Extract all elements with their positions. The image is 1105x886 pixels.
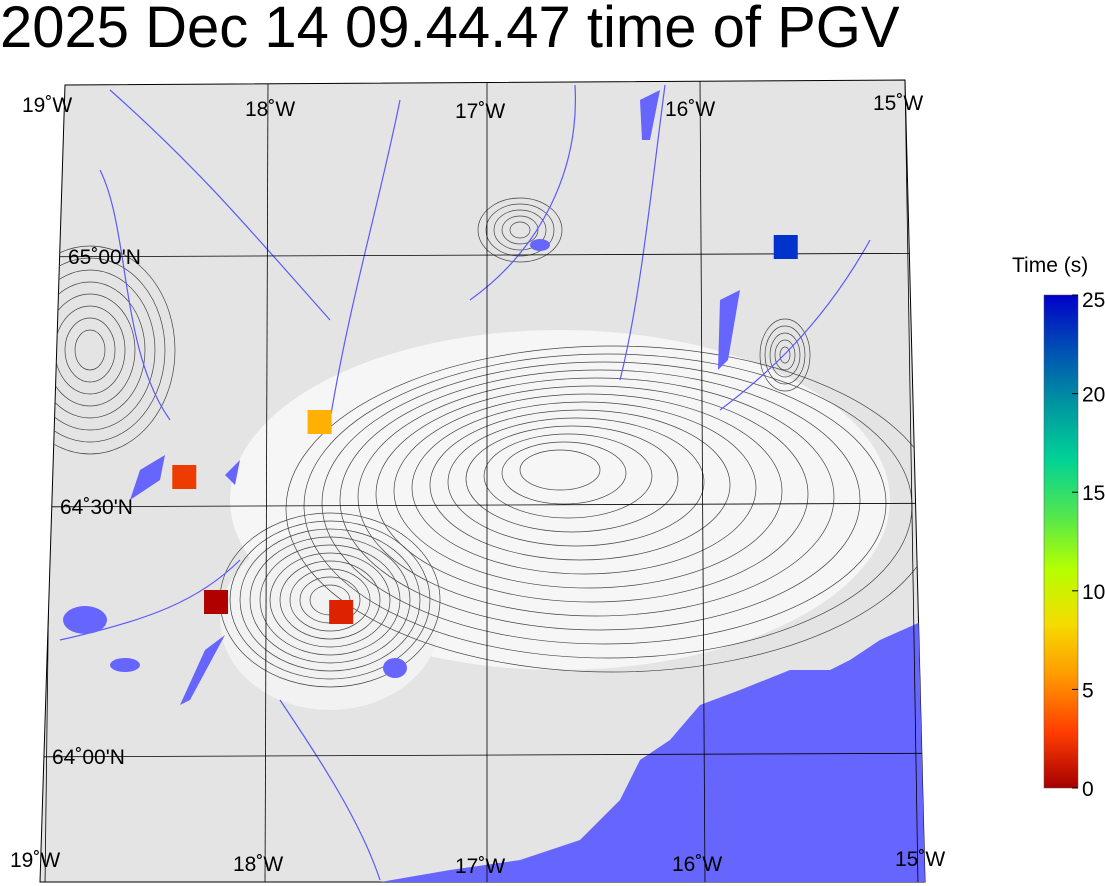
colorbar-tick-label: 5: [1082, 679, 1094, 702]
colorbar-tick-label: 25: [1082, 289, 1105, 312]
contour: [249, 536, 411, 664]
map-area[interactable]: [0, 79, 1000, 886]
contour: [774, 339, 796, 371]
contour: [40, 245, 176, 455]
contour: [764, 325, 806, 385]
rivers: [59, 84, 871, 881]
contour: [321, 361, 887, 645]
contour: [779, 346, 791, 364]
contour: [279, 560, 381, 640]
contour: [769, 332, 801, 378]
parallel-line: [40, 752, 925, 758]
contour: [483, 433, 653, 519]
graticule: [40, 80, 925, 882]
contour: [477, 197, 563, 263]
station-marker[interactable]: [307, 410, 332, 434]
lon-label-top: 17˚W: [455, 100, 505, 123]
contour: [429, 409, 731, 561]
contour: [259, 544, 401, 656]
lon-label-top: 18˚W: [245, 98, 295, 121]
meridian-line: [264, 80, 269, 882]
station-marker[interactable]: [773, 235, 798, 259]
axis-labels: 19˚W 19˚W 18˚W 18˚W 17˚W 17˚W 16˚W 16˚W 15˚W 15˚W…: [10, 92, 945, 878]
contour: [501, 441, 627, 505]
lakes: [63, 85, 915, 705]
colorbar: Time (s) 0 5 10 15 20 25: [1012, 254, 1105, 801]
lat-label: 64˚30'N: [60, 496, 133, 519]
station-marker[interactable]: [329, 600, 354, 624]
parallel-line: [40, 502, 925, 508]
contour: [229, 520, 431, 680]
contour: [64, 317, 116, 383]
contour: [40, 281, 146, 419]
colorbar-tick-label: 0: [1082, 778, 1094, 801]
lon-label-top: 15˚W: [873, 92, 923, 115]
meridian-line: [699, 80, 706, 882]
map-title: 2025 Dec 14 09.44.47 time of PGV: [0, 0, 900, 60]
parallel-line: [40, 252, 925, 258]
lon-label-bottom: 17˚W: [455, 855, 505, 878]
contour: [411, 401, 757, 575]
lon-label-bottom: 19˚W: [10, 849, 60, 872]
contour: [339, 369, 861, 631]
lon-label-top: 16˚W: [665, 98, 715, 121]
contour: [519, 449, 601, 491]
contour: [40, 269, 156, 431]
meridian-line: [904, 80, 919, 882]
lon-label-bottom: 15˚W: [895, 848, 945, 871]
contour: [465, 425, 679, 533]
contour: [447, 417, 705, 547]
colorbar-tick-label: 10: [1082, 581, 1105, 604]
contour: [509, 221, 531, 239]
lat-label: 64˚00'N: [52, 746, 125, 769]
colorbar-tick-label: 15: [1082, 482, 1105, 505]
contour: [40, 257, 166, 443]
colorbar-bar: [1043, 294, 1079, 789]
contour: [269, 552, 391, 648]
lon-label-bottom: 18˚W: [233, 853, 283, 876]
contour: [393, 393, 783, 589]
lat-label: 65˚00'N: [68, 246, 141, 269]
colorbar-tick-label: 20: [1082, 384, 1105, 407]
contour: [74, 329, 106, 371]
stations: [172, 235, 798, 624]
contour: [485, 203, 555, 257]
contour: [501, 215, 539, 245]
contour: [375, 385, 809, 603]
contour: [357, 377, 835, 617]
station-marker[interactable]: [172, 465, 197, 489]
lon-label-top: 19˚W: [22, 94, 72, 117]
contour: [289, 568, 371, 632]
contour-lines: [40, 197, 925, 688]
colorbar-label: Time (s): [1012, 254, 1088, 277]
station-marker[interactable]: [204, 590, 229, 614]
contour: [493, 209, 547, 251]
sea: [380, 620, 925, 882]
contour: [285, 345, 925, 673]
contour: [239, 528, 421, 672]
lon-label-bottom: 16˚W: [672, 853, 722, 876]
contour: [759, 318, 811, 392]
